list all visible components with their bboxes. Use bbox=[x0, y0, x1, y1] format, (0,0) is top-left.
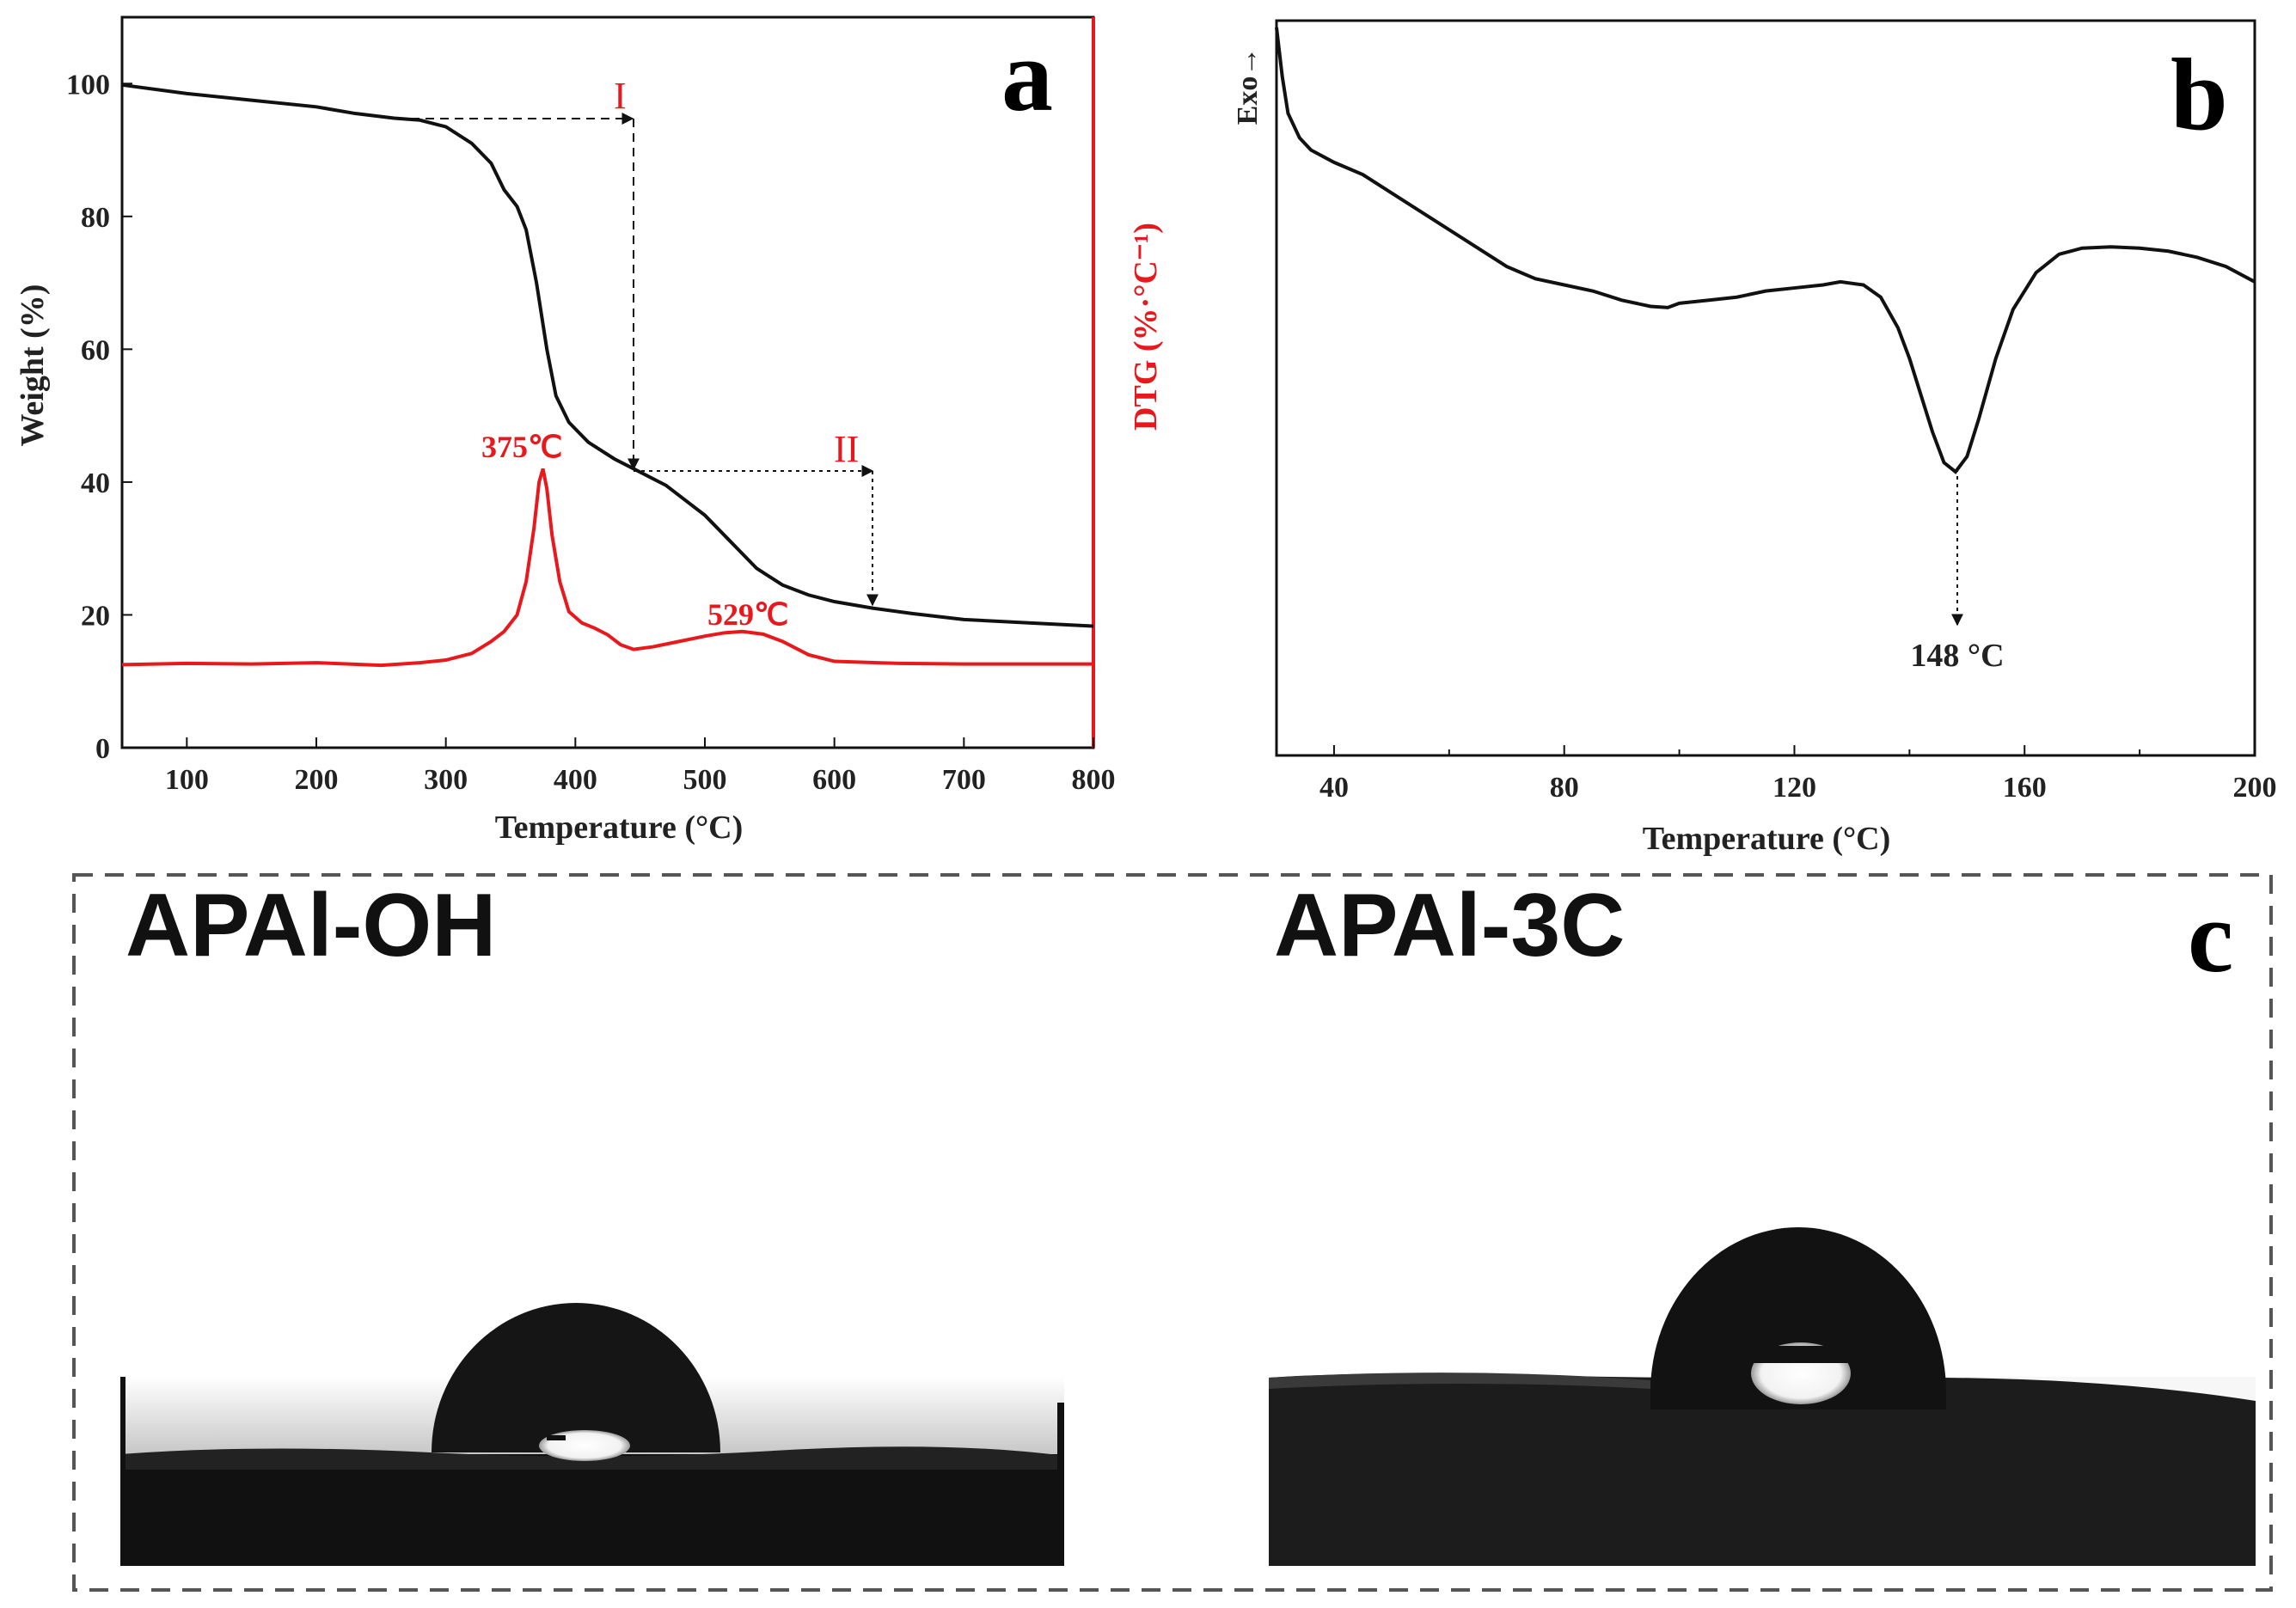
panel-b-x-tick-label: 160 bbox=[2003, 772, 2047, 804]
panel-c-letter: c bbox=[2188, 879, 2233, 994]
dsc-peak-label: 148 °C bbox=[1910, 638, 2004, 674]
panel-a-x-ticks: 100 200 300 400 500 600 700 800 bbox=[165, 737, 1116, 796]
panel-b-x-ticks: 40 80 120 160 200 bbox=[1319, 745, 2277, 804]
panel-a-y-tick-label: 40 bbox=[81, 468, 110, 499]
panel-b-letter: b bbox=[2170, 37, 2228, 151]
droplet-image-apal-3c bbox=[1269, 1227, 2256, 1566]
dtg-line bbox=[121, 468, 1093, 668]
droplet-image-apal-oh bbox=[120, 1303, 1064, 1566]
panel-c: APAl-OH APAl-3C c bbox=[72, 873, 2273, 1592]
panel-b-x-tick-label: 80 bbox=[1550, 772, 1579, 804]
stage-ii-label: II bbox=[834, 428, 859, 470]
panel-a-x-tick-label: 200 bbox=[295, 764, 339, 796]
stage-i-label: I bbox=[614, 75, 627, 117]
sample-label-apal-oh: APAl-OH bbox=[126, 876, 496, 975]
tga-weight-line bbox=[121, 83, 1094, 628]
panel-a-x-axis-title: Temperature (°C) bbox=[495, 810, 744, 846]
panel-a-x-tick-label: 500 bbox=[683, 764, 727, 796]
panel-a-y-tick-label: 80 bbox=[81, 202, 110, 234]
panel-b-x-axis-title: Temperature (°C) bbox=[1643, 821, 1891, 857]
panel-b: 40 80 120 160 200 148 °C b Temperature (°C) … bbox=[1232, 19, 2277, 857]
panel-a-y2-axis-title: DTG (%·°C⁻¹) bbox=[1128, 223, 1164, 431]
panel-a-y-tick-label: 0 bbox=[95, 733, 110, 765]
panel-a-x-tick-label: 300 bbox=[424, 764, 468, 796]
panel-a-x-tick-label: 700 bbox=[942, 764, 986, 796]
panel-a-letter: a bbox=[1001, 18, 1053, 132]
panel-b-x-tick-label: 200 bbox=[2233, 772, 2277, 804]
panel-a-y-ticks: 0 20 40 60 80 100 bbox=[66, 69, 132, 765]
panel-a-y-tick-label: 20 bbox=[81, 600, 110, 632]
panel-a-y-tick-label: 60 bbox=[81, 334, 110, 366]
panel-b-x-tick-label: 120 bbox=[1773, 772, 1816, 804]
dtg-peak-label-1: 375℃ bbox=[481, 430, 562, 464]
sample-label-apal-3c: APAl-3C bbox=[1274, 876, 1625, 975]
panel-a-x-tick-label: 100 bbox=[165, 764, 209, 796]
panel-c-dashed-frame bbox=[72, 873, 2273, 1592]
dtg-peak-label-2: 529℃ bbox=[707, 597, 788, 632]
panel-a-plot-frame bbox=[120, 15, 1095, 749]
stage-guides bbox=[411, 113, 879, 607]
panel-a-x-tick-label: 800 bbox=[1072, 764, 1116, 796]
panel-b-plot-frame bbox=[1275, 19, 2256, 757]
panel-a-x-tick-label: 600 bbox=[812, 764, 856, 796]
panel-b-x-tick-label: 40 bbox=[1319, 772, 1349, 804]
panel-a-y-axis-title: Weight (%) bbox=[15, 284, 51, 447]
panel-b-y-axis-title: Exo→ bbox=[1232, 47, 1264, 125]
panel-a-y-tick-label: 100 bbox=[66, 69, 110, 101]
dsc-line bbox=[1275, 27, 2256, 474]
panel-a-x-tick-label: 400 bbox=[554, 764, 597, 796]
